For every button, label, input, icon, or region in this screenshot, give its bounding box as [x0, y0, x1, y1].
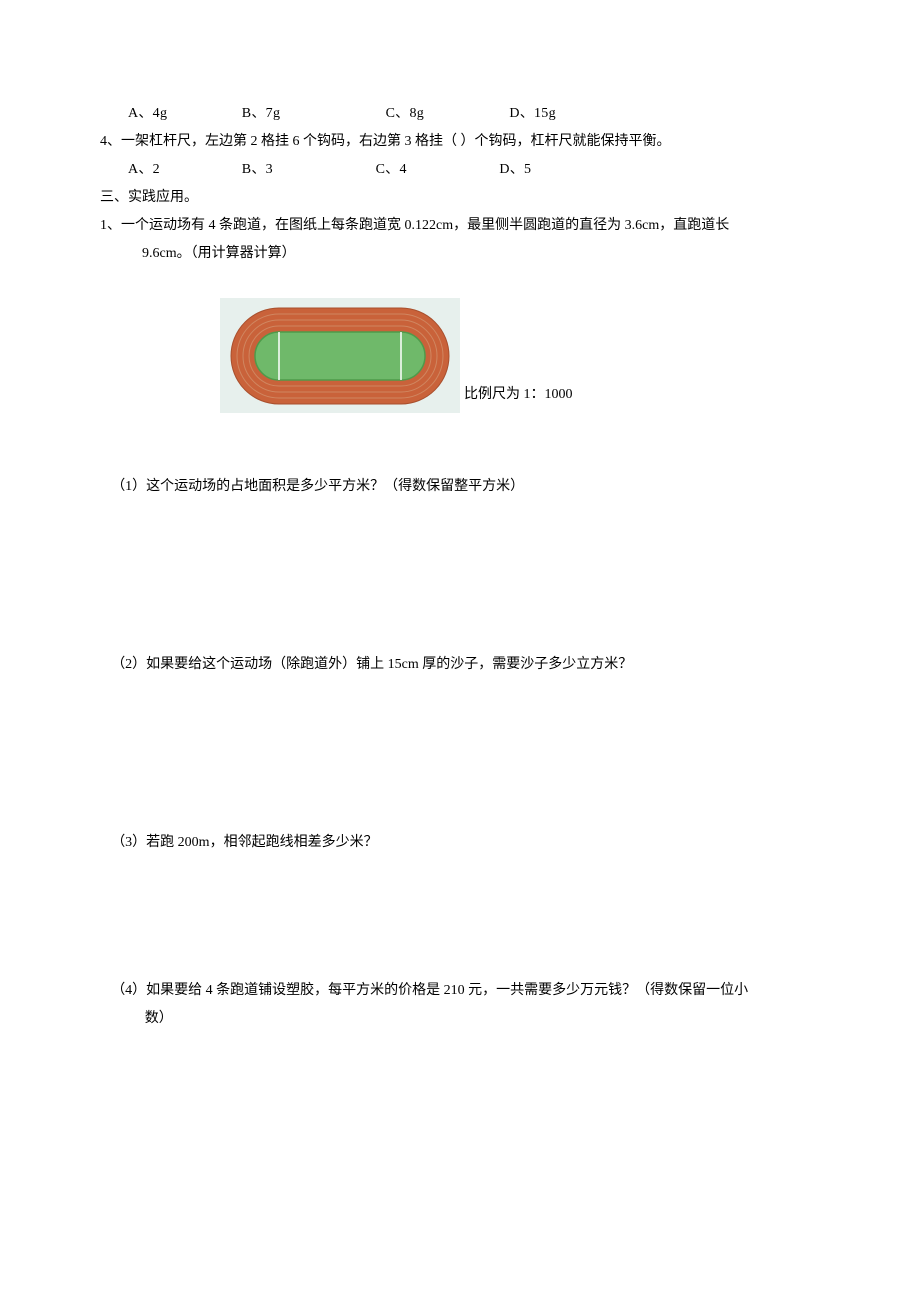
q4-text: 4、一架杠杆尺，左边第 2 格挂 6 个钩码，右边第 3 格挂（ ）个钩码，杠杆…	[100, 128, 820, 156]
spacer	[100, 679, 820, 829]
q3-option-b: B、7g	[242, 100, 382, 128]
q3-option-a: A、4g	[128, 100, 238, 128]
page: A、4g B、7g C、8g D、15g 4、一架杠杆尺，左边第 2 格挂 6 …	[0, 0, 920, 1302]
q4-option-a: A、2	[128, 156, 238, 184]
q3-options-row: A、4g B、7g C、8g D、15g	[100, 100, 820, 128]
q4-option-d: D、5	[499, 156, 619, 184]
s3-q1-line2: 9.6cm。（用计算器计算）	[100, 240, 820, 268]
spacer	[100, 501, 820, 651]
track-infield	[255, 332, 425, 380]
s3-q1-line1: 1、一个运动场有 4 条跑道，在图纸上每条跑道宽 0.122cm，最里侧半圆跑道…	[100, 212, 820, 240]
q3-option-c: C、8g	[386, 100, 506, 128]
track-figure	[220, 298, 460, 413]
track-figure-row: 比例尺为 1：1000	[220, 298, 820, 413]
q4-options-row: A、2 B、3 C、4 D、5	[100, 156, 820, 184]
s3-q1-sub1: （1）这个运动场的占地面积是多少平方米？（得数保留整平方米）	[100, 473, 820, 501]
q4-option-c: C、4	[376, 156, 496, 184]
s3-q1-sub4-line2: 数）	[100, 1005, 820, 1033]
section3-heading: 三、实践应用。	[100, 184, 820, 212]
track-svg	[225, 302, 455, 410]
s3-q1-sub2: （2）如果要给这个运动场（除跑道外）铺上 15cm 厚的沙子，需要沙子多少立方米…	[100, 651, 820, 679]
q3-option-d: D、15g	[509, 100, 629, 128]
spacer	[100, 857, 820, 977]
scale-label: 比例尺为 1：1000	[464, 381, 573, 413]
s3-q1-sub3: （3）若跑 200m，相邻起跑线相差多少米？	[100, 829, 820, 857]
s3-q1-sub4-line1: （4）如果要给 4 条跑道铺设塑胶，每平方米的价格是 210 元，一共需要多少万…	[100, 977, 820, 1005]
q4-option-b: B、3	[242, 156, 372, 184]
spacer	[100, 433, 820, 473]
